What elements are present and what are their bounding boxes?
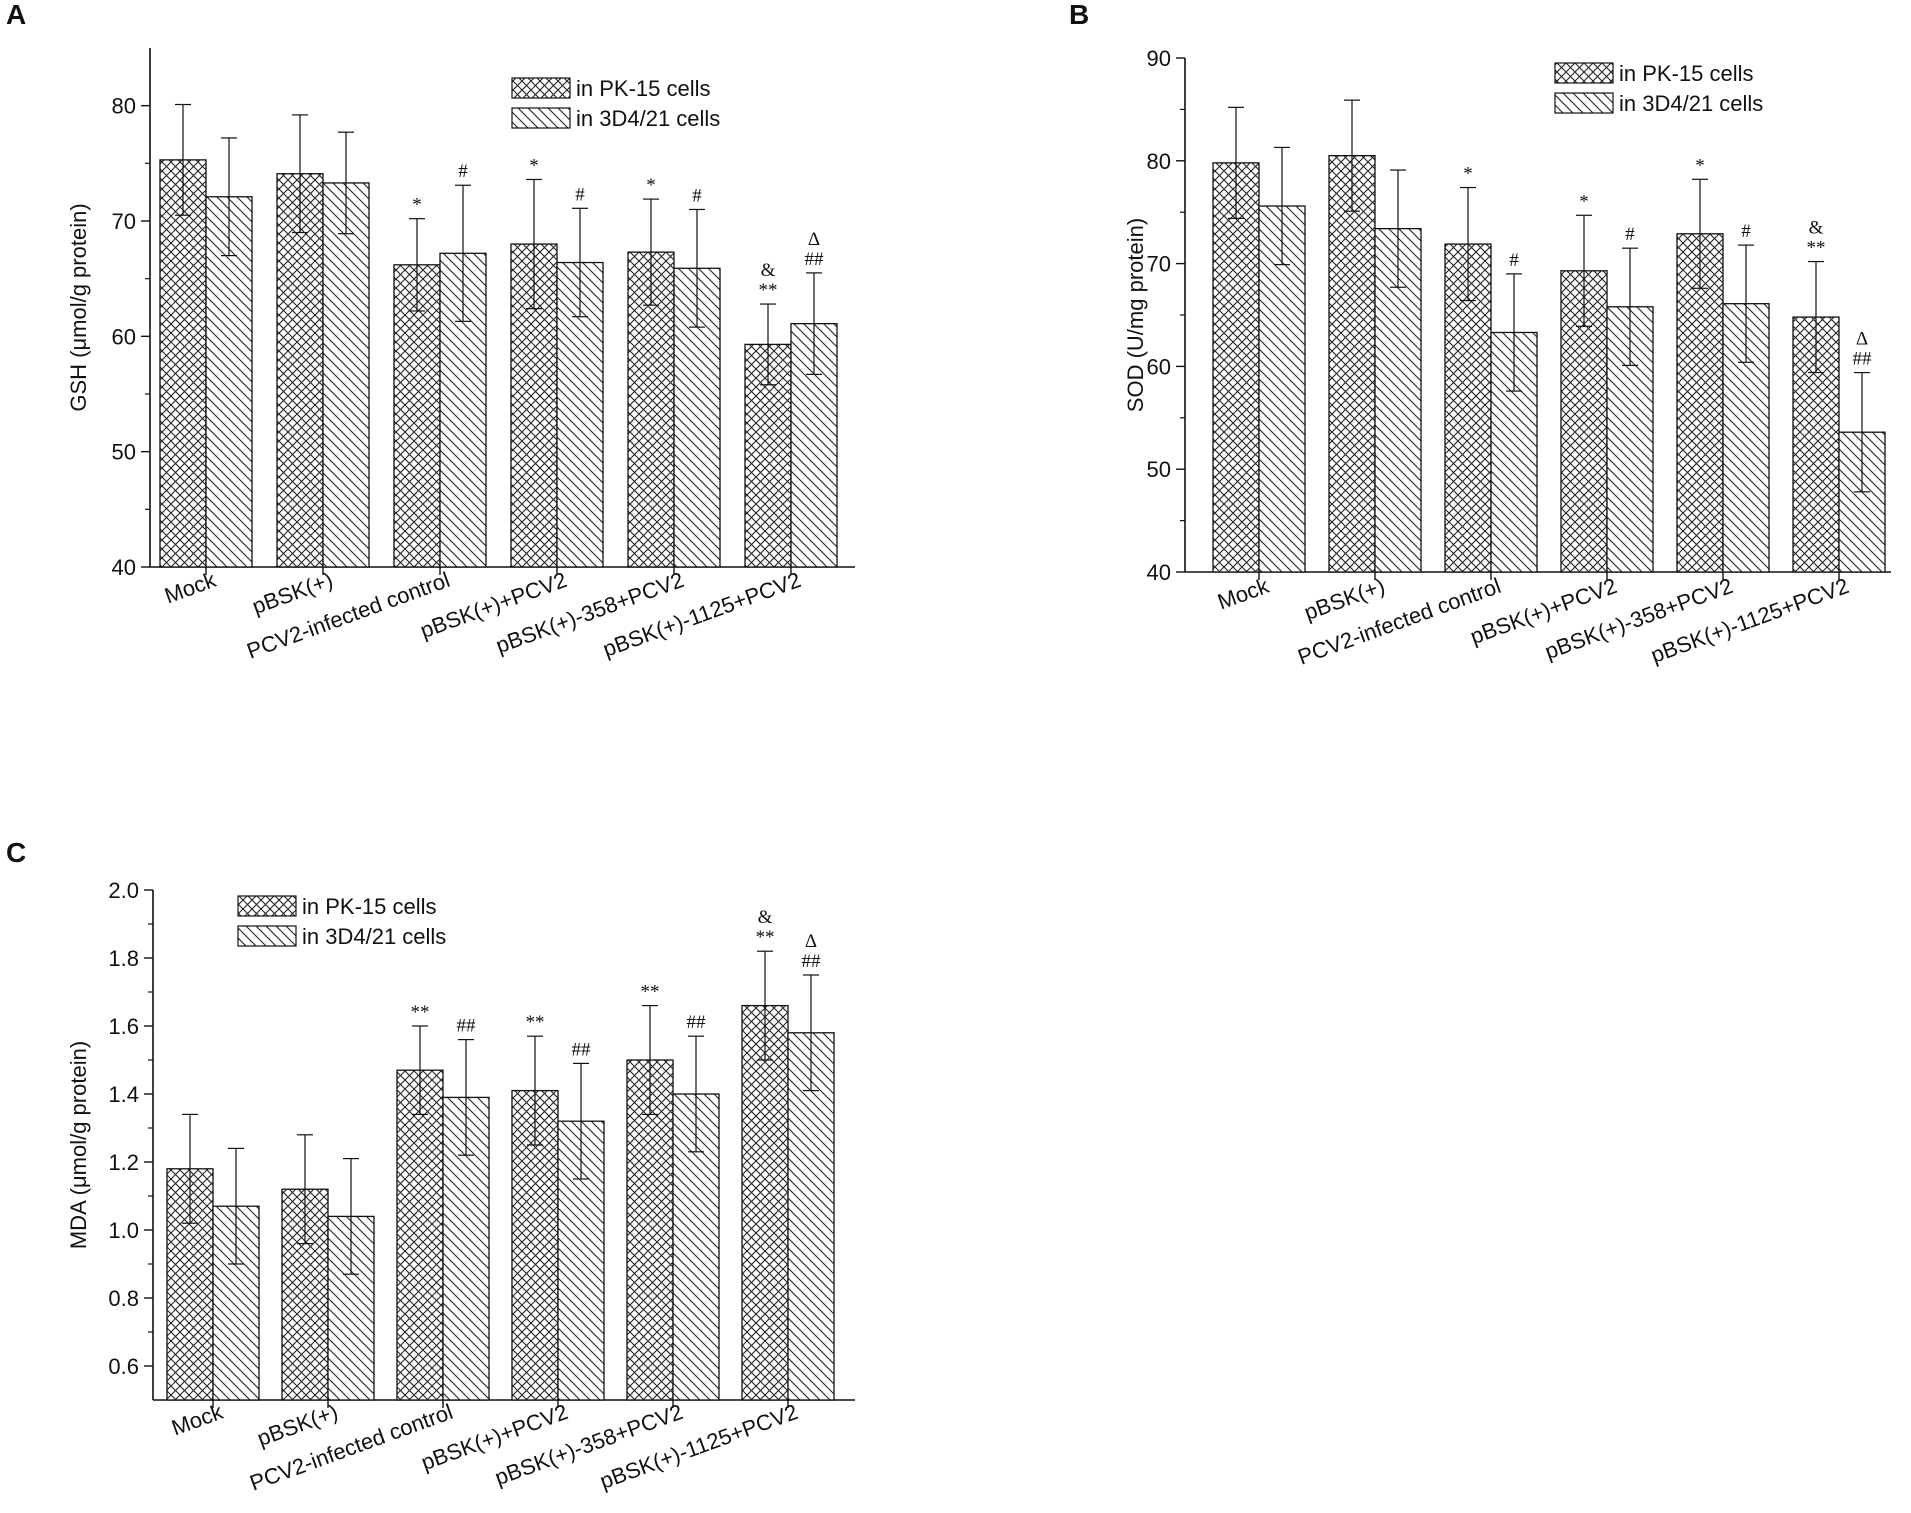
significance-marker: **: [756, 927, 775, 948]
significance-marker: Δ: [808, 229, 820, 250]
category-label: pBSK(+)-1125+PCV2: [599, 567, 804, 662]
bar-pk15: [1328, 155, 1376, 573]
significance-marker: **: [759, 280, 778, 301]
category-label: PCV2-infected control: [246, 1399, 456, 1496]
y-tick-label: 50: [112, 440, 136, 465]
bar-3d421: [787, 1032, 835, 1401]
legend-label: in 3D4/21 cells: [576, 106, 720, 131]
significance-marker: ##: [572, 1039, 592, 1060]
panel-b-sod-chart: B 40 50 60 70 80 90 SOD (U/mg protein) Mock pBSK(…: [1069, 0, 1891, 670]
category-label: PCV2-infected control: [1294, 573, 1504, 670]
panel-letter: A: [6, 0, 26, 30]
bar-3d421: [1258, 205, 1306, 573]
significance-marker: #: [1625, 224, 1635, 245]
panel-letter: B: [1069, 0, 1089, 30]
significance-marker: #: [692, 185, 702, 206]
y-tick-label: 40: [112, 555, 136, 580]
significance-marker: *: [1579, 191, 1589, 212]
significance-marker: ##: [687, 1012, 707, 1033]
bar-pk15: [741, 1004, 789, 1401]
significance-marker: #: [1741, 221, 1751, 242]
category-label: Mock: [1214, 573, 1273, 615]
category-label: pBSK(+)-358+PCV2: [1541, 573, 1736, 664]
y-tick-label: 1.8: [108, 946, 139, 971]
y-tick-label: 0.6: [108, 1354, 139, 1379]
bar-pk15: [1212, 162, 1260, 573]
legend-label: in PK-15 cells: [576, 76, 711, 101]
bar-pk15: [396, 1069, 444, 1401]
significance-marker: &: [758, 907, 773, 928]
bar-pk15: [393, 264, 441, 568]
y-tick-label: 1.4: [108, 1082, 139, 1107]
legend-swatch-3d421: [1554, 92, 1614, 114]
legend-label: in 3D4/21 cells: [302, 924, 446, 949]
significance-marker: ##: [802, 951, 822, 972]
y-tick-label: 0.8: [108, 1286, 139, 1311]
panel-a-gsh-chart: A 40 50 60 70 80 GSH (μmol/g protein) Mock pBSK(…: [6, 0, 855, 664]
significance-marker: #: [458, 161, 468, 182]
y-tick-label: 80: [1147, 149, 1171, 174]
y-tick-label: 1.0: [108, 1218, 139, 1243]
panel-letter: C: [6, 837, 26, 868]
bar-3d421: [322, 182, 370, 568]
y-tick-label: 70: [1147, 252, 1171, 277]
category-label: pBSK(+)-1125+PCV2: [596, 1399, 801, 1494]
significance-marker: **: [526, 1012, 545, 1033]
significance-marker: #: [575, 184, 585, 205]
legend-swatch-pk15: [237, 895, 297, 917]
significance-marker: #: [1509, 250, 1519, 271]
y-tick-label: 90: [1147, 46, 1171, 71]
panel-c-mda-chart: C 0.6 0.8 1.0 1.2 1.4 1.6 1.8 2.0 MDA (μmol/g pro…: [6, 837, 855, 1496]
significance-marker: ##: [457, 1016, 477, 1037]
legend-label: in 3D4/21 cells: [1619, 91, 1763, 116]
y-tick-label: 1.6: [108, 1014, 139, 1039]
legend-swatch-pk15: [511, 77, 571, 99]
y-axis-title: MDA (μmol/g protein): [66, 1041, 91, 1249]
y-tick-label: 70: [112, 209, 136, 234]
significance-marker: **: [1807, 238, 1826, 259]
significance-marker: *: [1463, 164, 1473, 185]
category-label: PCV2-infected control: [243, 567, 453, 664]
y-tick-label: 60: [112, 324, 136, 349]
significance-marker: Δ: [805, 931, 817, 952]
legend-label: in PK-15 cells: [302, 894, 437, 919]
legend-label: in PK-15 cells: [1619, 61, 1754, 86]
y-tick-label: 1.2: [108, 1150, 139, 1175]
significance-marker: &: [761, 260, 776, 281]
significance-marker: **: [411, 1002, 430, 1023]
category-label: Mock: [161, 567, 220, 609]
y-axis-title: SOD (U/mg protein): [1123, 218, 1148, 412]
bar-pk15: [626, 1059, 674, 1401]
significance-marker: ##: [1853, 349, 1873, 370]
significance-marker: *: [646, 175, 656, 196]
bar-3d421: [205, 196, 253, 568]
category-label: pBSK(+)-358+PCV2: [491, 1399, 686, 1490]
significance-marker: *: [1695, 155, 1705, 176]
y-tick-label: 50: [1147, 457, 1171, 482]
significance-marker: &: [1809, 218, 1824, 239]
significance-marker: **: [641, 982, 660, 1003]
significance-marker: ##: [805, 249, 825, 270]
significance-marker: *: [412, 195, 422, 216]
y-tick-label: 80: [112, 94, 136, 119]
legend-swatch-3d421: [511, 107, 571, 129]
y-tick-label: 60: [1147, 354, 1171, 379]
category-label: pBSK(+)-1125+PCV2: [1647, 573, 1852, 668]
significance-marker: Δ: [1856, 329, 1868, 350]
y-tick-label: 40: [1147, 560, 1171, 585]
legend-swatch-3d421: [237, 925, 297, 947]
category-label: Mock: [168, 1399, 227, 1441]
bar-pk15: [159, 159, 207, 568]
y-tick-label: 2.0: [108, 878, 139, 903]
significance-marker: *: [529, 155, 539, 176]
y-axis-title: GSH (μmol/g protein): [66, 203, 91, 411]
legend-swatch-pk15: [1554, 62, 1614, 84]
